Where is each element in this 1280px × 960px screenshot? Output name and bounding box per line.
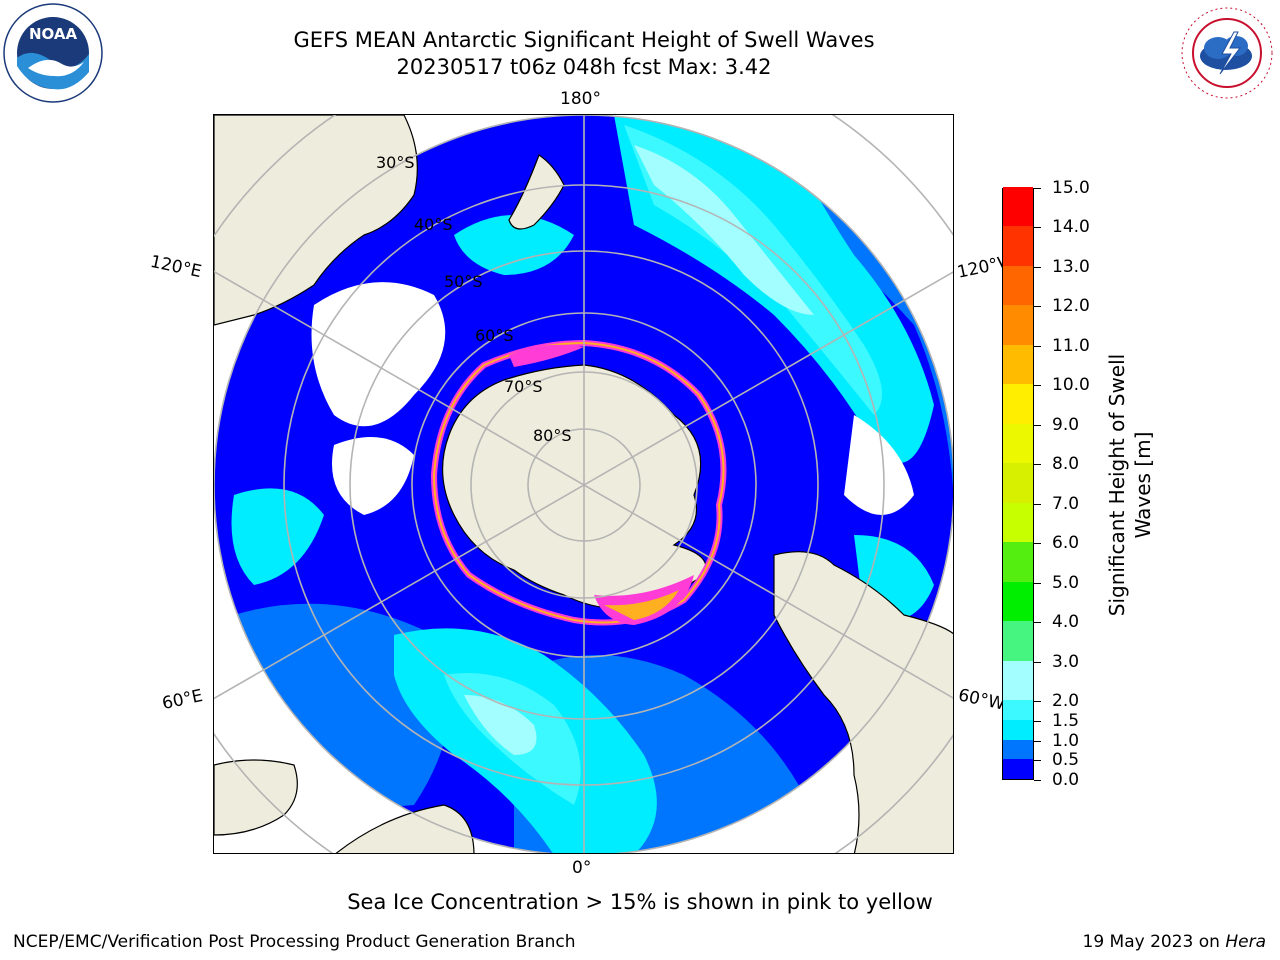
colorbar-bin (1003, 700, 1033, 720)
colorbar-tick-label: 13.0 (1052, 256, 1090, 277)
colorbar-tick-label: 12.0 (1052, 296, 1090, 317)
colorbar-bin (1003, 226, 1033, 266)
lat-label-50s: 50°S (444, 272, 483, 291)
colorbar (1002, 187, 1034, 780)
colorbar-tick (1034, 503, 1041, 505)
colorbar-bin (1003, 384, 1033, 424)
lat-label-60s: 60°S (475, 326, 514, 345)
colorbar-tick (1034, 188, 1041, 189)
colorbar-label-line1: Significant Height of Swell (1105, 353, 1129, 617)
colorbar-tick-label: 4.0 (1052, 612, 1080, 633)
nws-logo (1178, 4, 1276, 102)
colorbar-tick-label: 14.0 (1052, 217, 1090, 238)
map-title: GEFS MEAN Antarctic Significant Height o… (293, 28, 875, 52)
colorbar-tick (1034, 622, 1041, 624)
colorbar-bin (1003, 739, 1033, 760)
lat-label-40s: 40°S (414, 215, 453, 234)
lon-label-0: 0° (572, 858, 592, 878)
colorbar-bin (1003, 344, 1033, 385)
colorbar-tick (1034, 543, 1041, 545)
colorbar-tick-label: 3.0 (1052, 651, 1080, 672)
noaa-logo-text: NOAA (29, 25, 78, 43)
colorbar-tick (1034, 227, 1041, 229)
colorbar-tick-label: 6.0 (1052, 533, 1080, 554)
map-subtitle: 20230517 t06z 048h fcst Max: 3.42 (396, 55, 772, 79)
colorbar-tick (1034, 701, 1041, 703)
colorbar-tick-label: 9.0 (1052, 414, 1080, 435)
colorbar-bin (1003, 423, 1033, 464)
colorbar-tick-label: 7.0 (1052, 493, 1080, 514)
colorbar-bin (1003, 265, 1033, 306)
colorbar-tick (1034, 720, 1041, 722)
sea-ice (430, 339, 727, 626)
colorbar-bin (1003, 581, 1033, 622)
colorbar-bin (1003, 305, 1033, 345)
swell-height-map (214, 115, 953, 853)
colorbar-tick-label: 1.5 (1052, 710, 1080, 731)
colorbar-bin (1003, 719, 1033, 740)
graticule (214, 115, 953, 853)
colorbar-tick (1034, 780, 1041, 781)
colorbar-tick-label: 0.5 (1052, 750, 1080, 771)
colorbar-tick-label: 1.0 (1052, 730, 1080, 751)
colorbar-tick-label: 2.0 (1052, 691, 1080, 712)
colorbar-tick (1034, 582, 1041, 584)
colorbar-label-line2: Waves [m] (1131, 431, 1155, 539)
lon-label-180: 180° (560, 89, 601, 109)
colorbar-tick (1034, 661, 1041, 663)
lon-label-60e: 60°E (160, 685, 205, 715)
colorbar-tick (1034, 385, 1041, 387)
footer-host: Hera (1225, 932, 1266, 952)
colorbar-bin (1003, 759, 1033, 779)
colorbar-label: Significant Height of Swell Waves [m] (1104, 325, 1156, 645)
colorbar-tick (1034, 266, 1041, 268)
footer-date: 19 May 2023 on Hera (1083, 932, 1267, 952)
colorbar-tick-label: 10.0 (1052, 375, 1090, 396)
colorbar-bin (1003, 542, 1033, 582)
footer-date-text: 19 May 2023 on (1082, 932, 1226, 952)
colorbar-bin (1003, 463, 1033, 503)
colorbar-tick (1034, 424, 1041, 426)
colorbar-tick (1034, 345, 1041, 347)
colorbar-tick-label: 5.0 (1052, 572, 1080, 593)
noaa-logo: NOAA (3, 3, 103, 103)
colorbar-tick-label: 15.0 (1052, 178, 1090, 198)
lon-label-120e: 120°E (148, 251, 204, 283)
colorbar-tick (1034, 740, 1041, 742)
colorbar-tick-label: 11.0 (1052, 335, 1090, 356)
colorbar-bin (1003, 660, 1033, 701)
colorbar-bin (1003, 621, 1033, 661)
colorbar-tick-label: 0.0 (1052, 770, 1080, 790)
colorbar-tick (1034, 306, 1041, 308)
colorbar-tick-label: 8.0 (1052, 454, 1080, 475)
colorbar-tick (1034, 760, 1041, 762)
colorbar-bin (1003, 502, 1033, 543)
polar-map: 30°S 40°S 50°S 60°S 70°S 80°S (213, 114, 954, 854)
lon-label-60w: 60°W (956, 685, 1007, 715)
lat-label-70s: 70°S (504, 377, 543, 396)
colorbar-bin (1003, 187, 1033, 227)
sea-ice-note: Sea Ice Concentration > 15% is shown in … (347, 890, 933, 914)
lat-label-80s: 80°S (533, 426, 572, 445)
land (214, 115, 953, 853)
footer-credit: NCEP/EMC/Verification Post Processing Pr… (13, 932, 576, 952)
lat-label-30s: 30°S (376, 153, 415, 172)
colorbar-tick (1034, 464, 1041, 466)
